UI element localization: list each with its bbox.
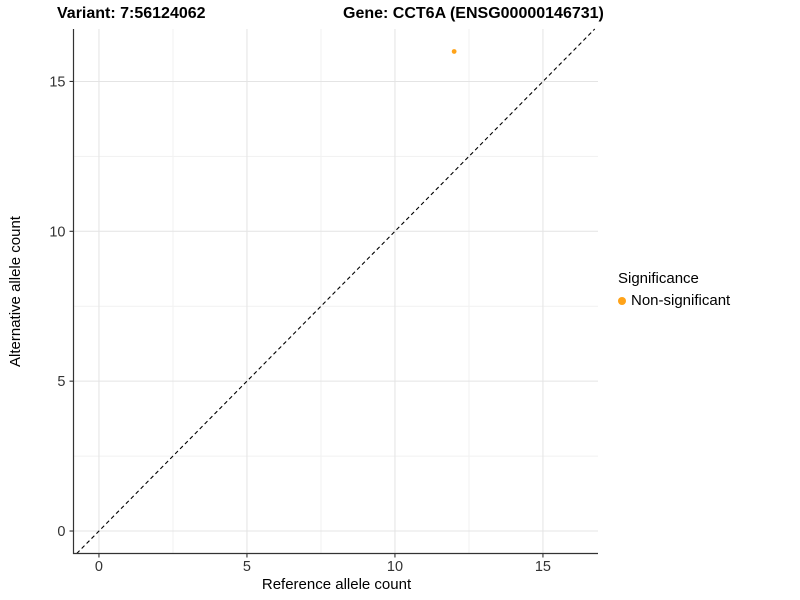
plot-title-variant: Variant: 7:56124062 [57, 5, 206, 22]
y-tick-label: 5 [57, 374, 65, 390]
legend-item-label: Non-significant [631, 292, 731, 309]
x-tick-label: 15 [535, 559, 551, 575]
y-tick-label: 15 [49, 74, 65, 90]
x-axis-title: Reference allele count [261, 576, 412, 593]
legend-item-non-significant: Non-significant [618, 292, 730, 309]
x-tick-label: 10 [387, 559, 403, 575]
x-tick-label: 5 [243, 559, 251, 575]
y-axis-title: Alternative allele count [0, 29, 30, 554]
data-point [451, 49, 457, 54]
legend-title: Significance [618, 270, 699, 287]
y-axis-title-text: Alternative allele count [6, 216, 24, 367]
y-tick-label: 10 [49, 224, 65, 240]
x-tick-label: 0 [95, 559, 103, 575]
plot-title-gene: Gene: CCT6A (ENSG00000146731) [343, 5, 604, 22]
identity-dashed-line [76, 28, 596, 554]
legend-circle-icon [618, 296, 626, 305]
legend: Significance Non-significant [618, 270, 730, 309]
y-tick-label: 0 [57, 524, 65, 540]
